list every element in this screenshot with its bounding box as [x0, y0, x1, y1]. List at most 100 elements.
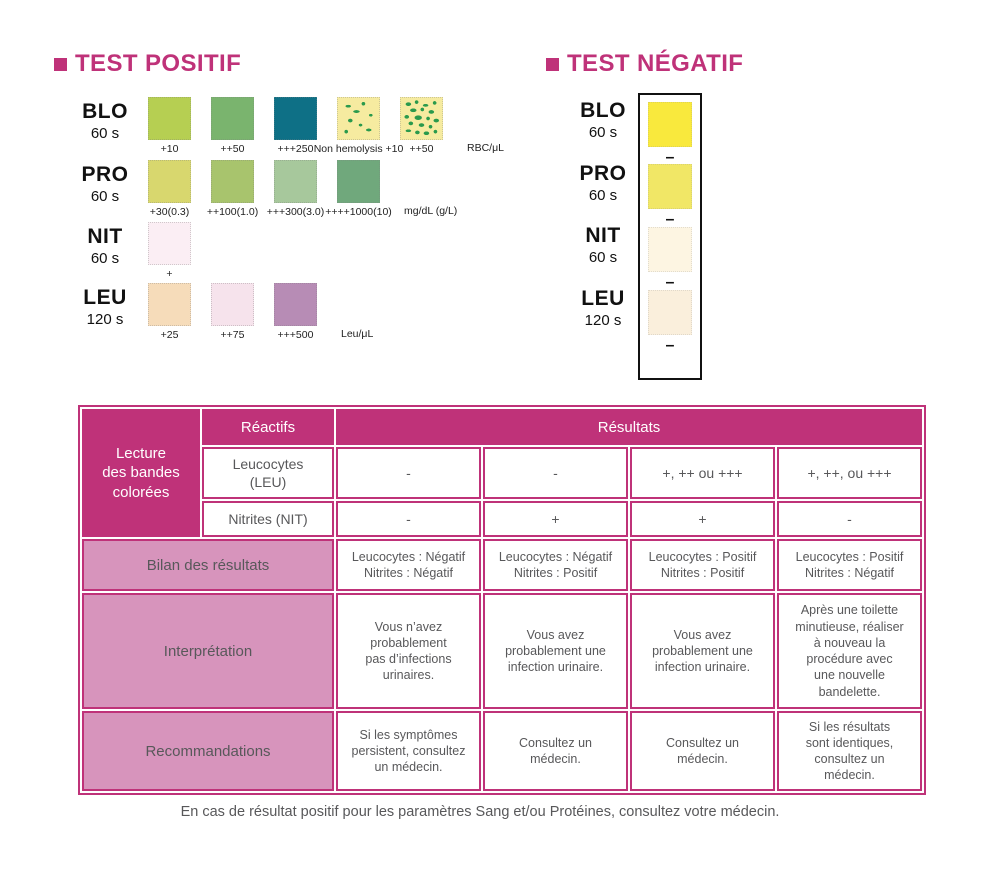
swatch-label: ++100(1.0) [206, 206, 259, 218]
swatch-label: ++75 [220, 329, 245, 341]
swatch-cell: Non hemolysis +10 [314, 97, 403, 155]
positive-row-leu: LEU 120 s +25 ++75 +++500 Leu/μL [72, 283, 373, 341]
summary-value: Si les résultats sont identiques, consul… [777, 711, 922, 791]
result-value: +, ++, ou +++ [777, 447, 922, 499]
param-time: 60 s [90, 188, 120, 206]
swatch-cell: ++75 [201, 283, 264, 341]
color-swatch [337, 160, 380, 203]
param-code: NIT [87, 225, 123, 248]
resultats-header: Résultats [336, 409, 922, 445]
negative-title-text: TEST NÉGATIF [567, 50, 744, 77]
result-value: - [336, 447, 481, 499]
strip-swatch-pro [648, 164, 692, 209]
color-swatch [274, 160, 317, 203]
param-code: NIT [585, 224, 621, 247]
color-swatch [148, 97, 191, 140]
param-time: 60 s [90, 125, 120, 143]
color-swatch [148, 283, 191, 326]
param-code: PRO [81, 163, 129, 186]
unit-label: RBC/μL [467, 142, 504, 154]
swatch-label: ++50 [220, 143, 245, 155]
swatch-label: +++500 [277, 329, 314, 341]
swatch-label: +10 [160, 143, 179, 155]
swatch-cell: +++250 [264, 97, 327, 155]
swatch-cell: +++500 [264, 283, 327, 341]
positive-title: TEST POSITIF [54, 50, 241, 78]
param-label: BLO 60 s [567, 99, 639, 142]
swatch-cell: +25 [138, 283, 201, 341]
param-time: 60 s [588, 124, 618, 142]
reagent-label: Nitrites (NIT) [202, 501, 334, 537]
summary-value: Si les symptômes persistent, consultez u… [336, 711, 481, 791]
swatch-cell: +10 [138, 97, 201, 155]
param-code: LEU [581, 287, 625, 310]
swatch-cell: ++50 [390, 97, 453, 155]
swatch-cell: +30(0.3) [138, 160, 201, 218]
reactifs-header: Réactifs [202, 409, 334, 445]
swatch-label: +++250 [277, 143, 314, 155]
positive-title-text: TEST POSITIF [75, 50, 242, 77]
summary-value: Consultez un médecin. [483, 711, 628, 791]
result-value: + [483, 501, 628, 537]
param-label: PRO 60 s [567, 162, 639, 205]
result-value: - [483, 447, 628, 499]
swatch-cell: + [138, 222, 201, 280]
negative-title: TEST NÉGATIF [546, 50, 743, 78]
result-value: - [336, 501, 481, 537]
summary-label-recommandations: Recommandations [82, 711, 334, 791]
summary-value: Leucocytes : Négatif Nitrites : Positif [483, 539, 628, 591]
color-swatch [148, 222, 191, 265]
color-swatch [274, 283, 317, 326]
color-swatch [211, 160, 254, 203]
color-swatch [211, 97, 254, 140]
summary-value: Consultez un médecin. [630, 711, 775, 791]
square-bullet-icon [54, 57, 67, 71]
param-code: BLO [580, 99, 626, 122]
swatch-label: +25 [160, 329, 179, 341]
summary-value: Après une toilette minutieuse, réaliser … [777, 593, 922, 709]
corner-cell: Lecture des bandes colorées [82, 409, 200, 537]
param-label: PRO 60 s [72, 160, 138, 205]
result-value: - [777, 501, 922, 537]
swatch-label: ++++1000(10) [325, 206, 392, 218]
param-time: 120 s [584, 312, 622, 330]
swatch-cell: ++++1000(10) [325, 160, 392, 218]
swatch-cell: ++50 [201, 97, 264, 155]
positive-row-pro: PRO 60 s +30(0.3) ++100(1.0) +++300(3.0)… [72, 160, 457, 218]
param-code: BLO [82, 100, 128, 123]
swatch-label: +30(0.3) [149, 206, 190, 218]
swatch-label: +++300(3.0) [266, 206, 325, 218]
test-strip: – – – – [638, 93, 702, 380]
param-time: 60 s [90, 250, 120, 268]
param-label: BLO 60 s [72, 97, 138, 142]
strip-swatch-blo [648, 102, 692, 147]
square-bullet-icon [546, 57, 559, 71]
summary-value: Vous avez probablement une infection uri… [630, 593, 775, 709]
summary-label-bilan: Bilan des résultats [82, 539, 334, 591]
footer-note: En cas de résultat positif pour les para… [180, 804, 780, 820]
param-time: 60 s [588, 187, 618, 205]
positive-row-blo: BLO 60 s +10 ++50 +++250 Non hemolysis +… [72, 97, 504, 155]
param-code: LEU [83, 286, 127, 309]
swatch-cell: ++100(1.0) [201, 160, 264, 218]
param-time: 120 s [86, 311, 124, 329]
param-label: NIT 60 s [72, 222, 138, 267]
positive-row-nit: NIT 60 s + [72, 222, 201, 280]
reagent-label: Leucocytes (LEU) [202, 447, 334, 499]
unit-label: Leu/μL [341, 328, 374, 340]
swatch-label: Non hemolysis +10 [313, 143, 404, 155]
result-value: +, ++ ou +++ [630, 447, 775, 499]
color-swatch-speckled [400, 97, 443, 140]
strip-swatch-leu [648, 290, 692, 335]
summary-value: Leucocytes : Négatif Nitrites : Négatif [336, 539, 481, 591]
strip-swatch-nit [648, 227, 692, 272]
color-swatch [211, 283, 254, 326]
negative-result-minus: – [665, 274, 675, 291]
param-time: 60 s [588, 249, 618, 267]
color-swatch [148, 160, 191, 203]
summary-value: Leucocytes : Positif Nitrites : Négatif [777, 539, 922, 591]
negative-result-minus: – [665, 149, 675, 166]
param-label: LEU 120 s [567, 287, 639, 330]
param-label: NIT 60 s [567, 224, 639, 267]
